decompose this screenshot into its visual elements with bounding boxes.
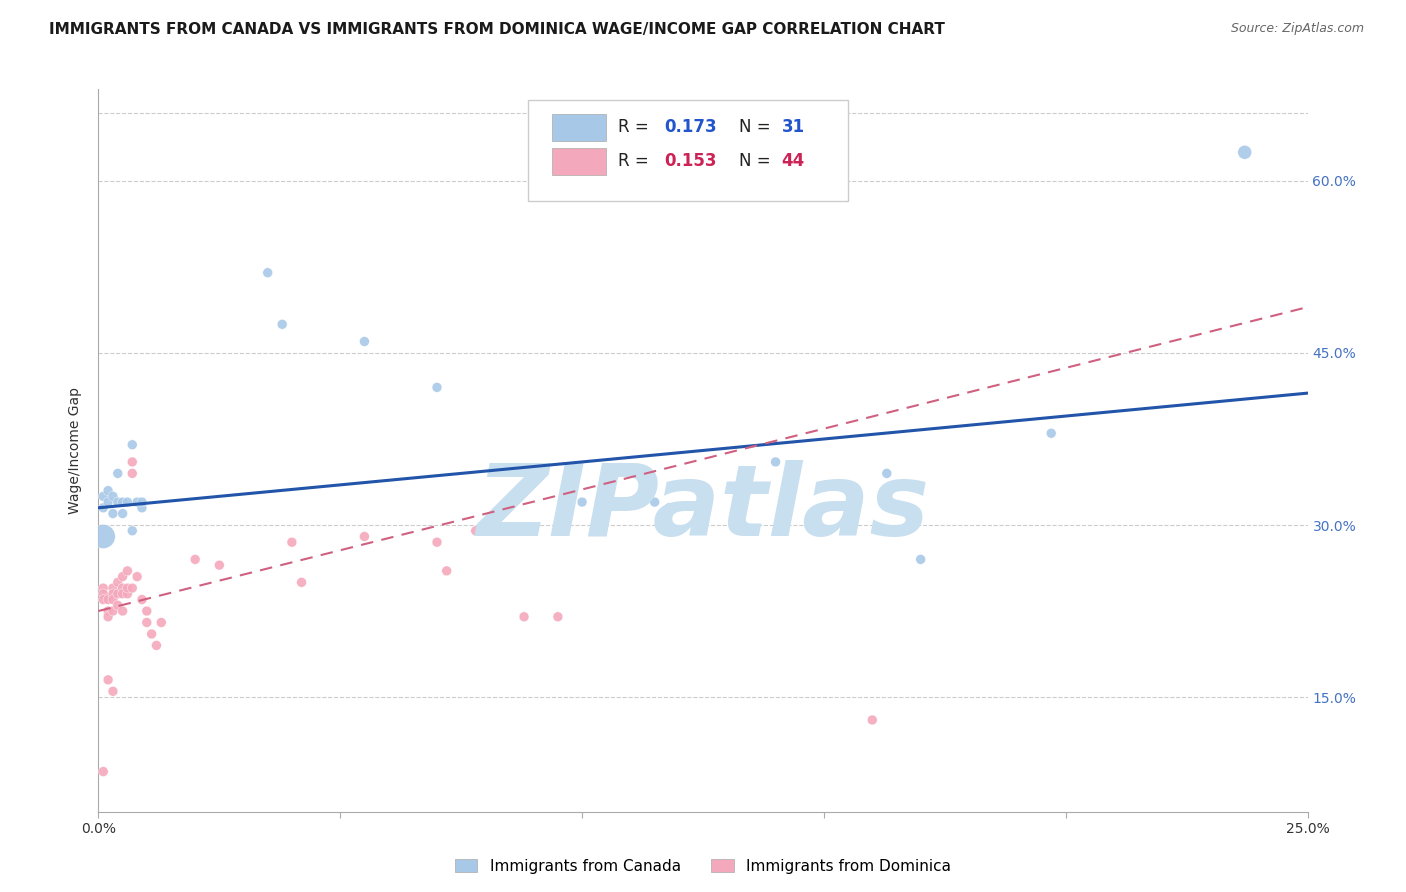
Point: [91, 581, 114, 595]
Point: [910, 552, 932, 566]
Text: ZIPatlas: ZIPatlas: [477, 459, 929, 557]
Point: [1233, 145, 1256, 160]
Point: [290, 575, 312, 590]
Text: 0.173: 0.173: [664, 119, 717, 136]
Point: [97, 609, 120, 624]
Point: [353, 529, 375, 543]
Point: [131, 500, 153, 515]
Point: [127, 569, 149, 583]
Point: [876, 467, 898, 481]
Point: [107, 467, 129, 481]
Point: [107, 599, 129, 613]
Point: [97, 483, 120, 498]
Point: [91, 764, 114, 779]
Y-axis label: Wage/Income Gap: Wage/Income Gap: [69, 387, 83, 514]
Point: [107, 587, 129, 601]
Point: [184, 552, 207, 566]
Point: [91, 587, 114, 601]
Point: [97, 604, 120, 618]
Point: [135, 604, 157, 618]
FancyBboxPatch shape: [551, 148, 606, 175]
Point: [513, 609, 536, 624]
Point: [101, 604, 124, 618]
Point: [111, 495, 134, 509]
Text: 31: 31: [782, 119, 804, 136]
Point: [281, 535, 304, 549]
Point: [107, 495, 129, 509]
Point: [547, 609, 569, 624]
Point: [111, 581, 134, 595]
Point: [101, 581, 124, 595]
Text: IMMIGRANTS FROM CANADA VS IMMIGRANTS FROM DOMINICA WAGE/INCOME GAP CORRELATION C: IMMIGRANTS FROM CANADA VS IMMIGRANTS FRO…: [49, 22, 945, 37]
Point: [860, 713, 883, 727]
Text: 0.153: 0.153: [664, 153, 717, 170]
Point: [658, 500, 681, 515]
Text: 44: 44: [782, 153, 804, 170]
Point: [131, 592, 153, 607]
Point: [127, 495, 149, 509]
Point: [91, 529, 114, 543]
Point: [117, 587, 139, 601]
Point: [117, 581, 139, 595]
Point: [498, 524, 520, 538]
Point: [91, 592, 114, 607]
Point: [121, 455, 143, 469]
Point: [111, 507, 134, 521]
Point: [91, 500, 114, 515]
Point: [111, 604, 134, 618]
Point: [145, 639, 167, 653]
Point: [436, 564, 458, 578]
Point: [131, 495, 153, 509]
Point: [111, 587, 134, 601]
Point: [426, 380, 449, 394]
Point: [208, 558, 231, 573]
Point: [256, 266, 278, 280]
Point: [121, 524, 143, 538]
Point: [97, 495, 120, 509]
Point: [107, 575, 129, 590]
Point: [91, 489, 114, 503]
Point: [644, 495, 666, 509]
Point: [1040, 426, 1063, 441]
Point: [121, 438, 143, 452]
Text: R =: R =: [619, 153, 654, 170]
Text: N =: N =: [740, 153, 776, 170]
Point: [271, 318, 294, 332]
Point: [765, 455, 787, 469]
Point: [101, 489, 124, 503]
Point: [97, 673, 120, 687]
Point: [117, 495, 139, 509]
Point: [101, 587, 124, 601]
FancyBboxPatch shape: [527, 100, 848, 202]
Text: N =: N =: [740, 119, 776, 136]
Point: [101, 592, 124, 607]
Point: [610, 460, 633, 475]
Point: [150, 615, 173, 630]
FancyBboxPatch shape: [551, 114, 606, 141]
Text: Source: ZipAtlas.com: Source: ZipAtlas.com: [1230, 22, 1364, 36]
Point: [353, 334, 375, 349]
Point: [101, 684, 124, 698]
Point: [97, 592, 120, 607]
Point: [135, 615, 157, 630]
Point: [101, 507, 124, 521]
Point: [121, 581, 143, 595]
Point: [117, 564, 139, 578]
Point: [464, 524, 486, 538]
Point: [141, 627, 163, 641]
Point: [426, 535, 449, 549]
Legend: Immigrants from Canada, Immigrants from Dominica: Immigrants from Canada, Immigrants from …: [449, 853, 957, 880]
Point: [111, 569, 134, 583]
Point: [571, 495, 593, 509]
Point: [121, 467, 143, 481]
Text: R =: R =: [619, 119, 654, 136]
